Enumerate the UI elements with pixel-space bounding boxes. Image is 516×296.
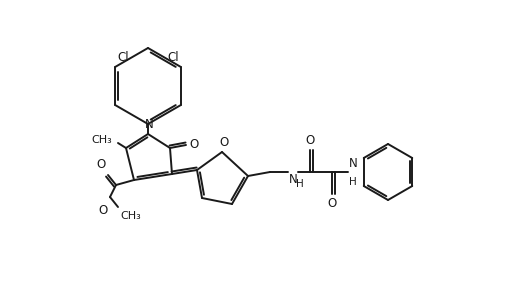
Text: O: O xyxy=(99,204,108,217)
Text: O: O xyxy=(219,136,229,149)
Text: H: H xyxy=(349,177,357,187)
Text: CH₃: CH₃ xyxy=(91,135,112,145)
Text: H: H xyxy=(296,179,304,189)
Text: N: N xyxy=(349,157,358,170)
Text: N: N xyxy=(289,173,298,186)
Text: O: O xyxy=(305,134,315,147)
Text: O: O xyxy=(327,197,336,210)
Text: N: N xyxy=(144,118,153,131)
Text: Cl: Cl xyxy=(117,51,128,64)
Text: O: O xyxy=(97,158,106,171)
Text: CH₃: CH₃ xyxy=(120,211,141,221)
Text: Cl: Cl xyxy=(167,51,179,64)
Text: O: O xyxy=(189,138,198,150)
